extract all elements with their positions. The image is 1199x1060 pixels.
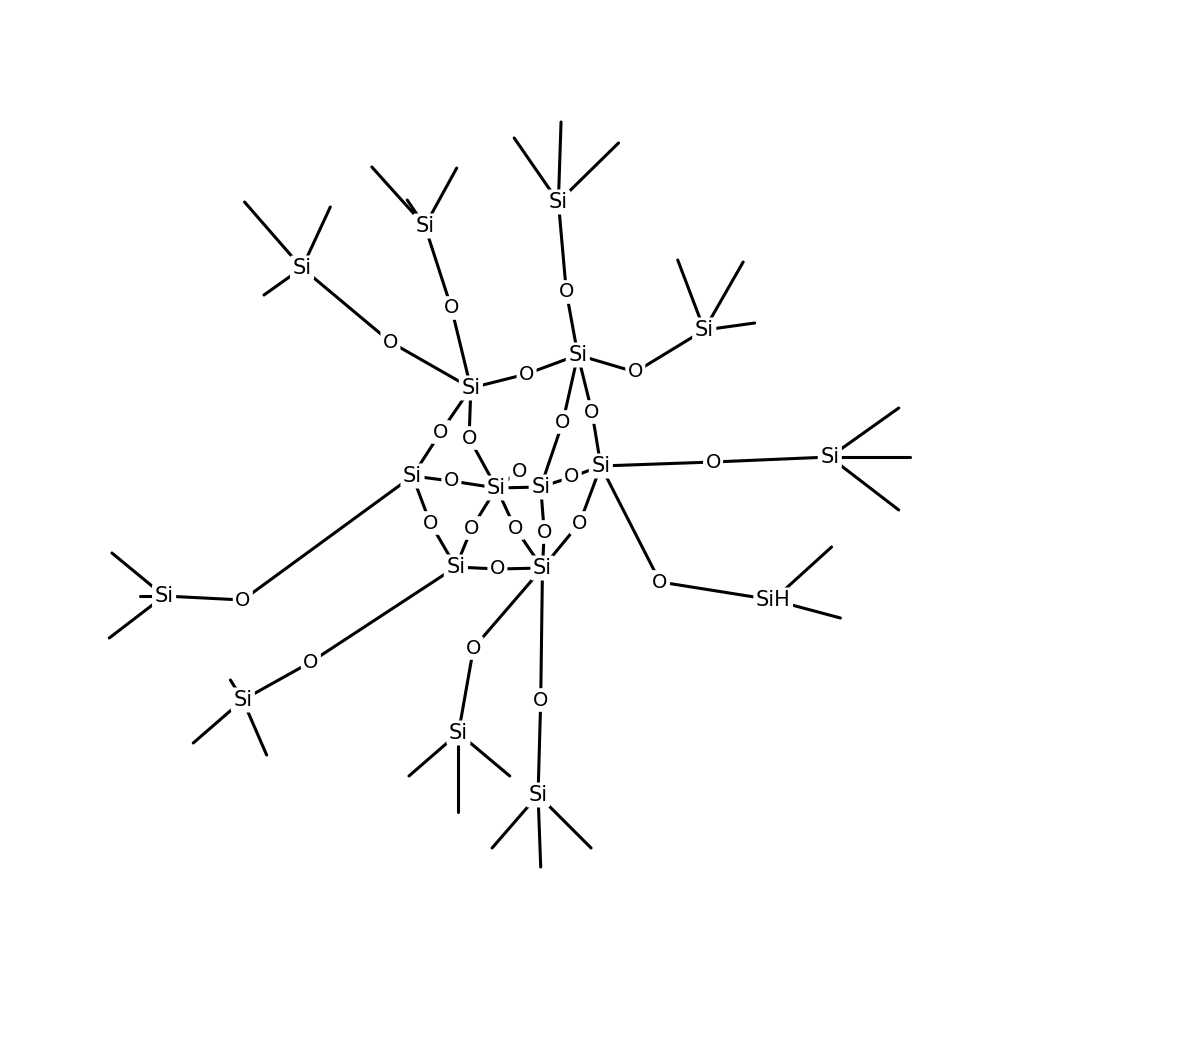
Text: Si: Si xyxy=(448,723,468,743)
Text: Si: Si xyxy=(549,192,568,212)
Text: O: O xyxy=(235,590,251,610)
Text: Si: Si xyxy=(531,477,550,497)
Text: O: O xyxy=(466,638,481,657)
Text: Si: Si xyxy=(415,216,434,236)
Text: Si: Si xyxy=(820,447,839,467)
Text: O: O xyxy=(519,365,535,384)
Text: O: O xyxy=(584,403,600,422)
Text: O: O xyxy=(512,461,528,480)
Text: O: O xyxy=(422,513,438,532)
Text: O: O xyxy=(382,333,398,352)
Text: O: O xyxy=(652,572,668,591)
Text: Si: Si xyxy=(487,478,506,498)
Text: Si: Si xyxy=(155,586,174,606)
Text: Si: Si xyxy=(591,456,610,476)
Text: O: O xyxy=(555,412,571,431)
Text: O: O xyxy=(444,472,459,491)
Text: O: O xyxy=(627,363,643,382)
Text: O: O xyxy=(559,283,574,301)
Text: Si: Si xyxy=(532,558,552,578)
Text: Si: Si xyxy=(462,378,481,398)
Text: Si: Si xyxy=(403,466,422,485)
Text: Si: Si xyxy=(694,320,713,340)
Text: Si: Si xyxy=(293,258,312,278)
Text: SiH: SiH xyxy=(755,590,790,610)
Text: O: O xyxy=(507,518,523,537)
Text: Si: Si xyxy=(446,556,465,577)
Text: O: O xyxy=(303,653,319,671)
Text: O: O xyxy=(534,690,548,709)
Text: O: O xyxy=(433,423,448,442)
Text: O: O xyxy=(537,523,552,542)
Text: Si: Si xyxy=(568,344,588,365)
Text: Si: Si xyxy=(234,690,252,710)
Text: O: O xyxy=(462,428,477,447)
Text: Si: Si xyxy=(529,785,548,805)
Text: O: O xyxy=(444,299,459,318)
Text: O: O xyxy=(464,518,480,537)
Text: O: O xyxy=(564,467,579,487)
Text: O: O xyxy=(489,560,505,579)
Text: O: O xyxy=(705,453,721,472)
Text: O: O xyxy=(572,513,588,532)
